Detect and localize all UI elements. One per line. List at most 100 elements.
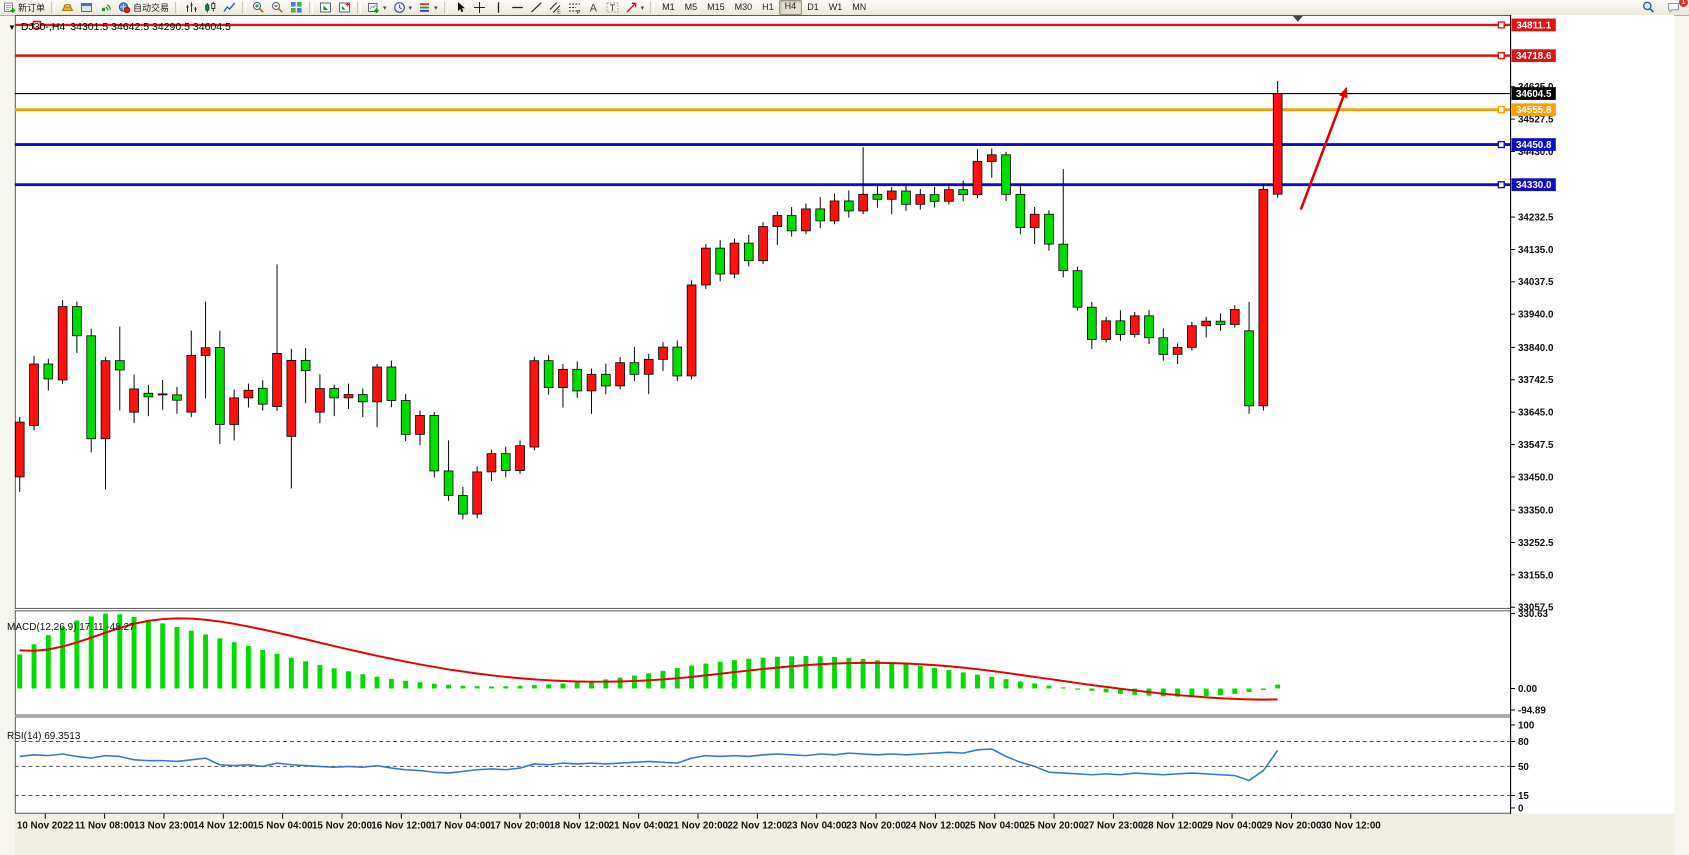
price-axis-badges: 34811.1 34718.6 34604.5 34555.8 34450.8 34330…	[1511, 18, 1556, 191]
time-label: 27 Nov 23:00	[1083, 820, 1144, 831]
market-watch-button[interactable]	[58, 1, 77, 14]
trendline-tool-button[interactable]	[527, 1, 546, 14]
dropdown-caret-icon[interactable]: ▾	[383, 4, 387, 12]
candle	[500, 453, 511, 471]
horizontal-line-34330[interactable]	[14, 181, 1511, 189]
crosshair-icon	[473, 1, 486, 14]
autotrade-icon	[118, 1, 131, 14]
candle	[343, 394, 354, 399]
toolbar-separator	[650, 1, 655, 14]
timeframe-button-d1[interactable]: D1	[807, 2, 819, 12]
equidistant-channel-tool-button[interactable]: E	[546, 1, 565, 14]
timeframe-button-m1[interactable]: M1	[662, 2, 675, 12]
zoom-out-button[interactable]	[268, 1, 287, 14]
notifications-button[interactable]: 1	[1664, 0, 1688, 14]
candle	[1144, 315, 1154, 339]
candlestick-series	[14, 80, 1283, 520]
chart-title[interactable]: ▼ DJ30-,H4 34301.5 34642.5 34290.5 34604…	[8, 21, 231, 33]
signals-button[interactable]	[96, 1, 115, 14]
dropdown-caret-icon[interactable]: ▾	[408, 4, 413, 12]
toolbar-separator	[443, 1, 448, 14]
line-handle	[1497, 21, 1505, 29]
add-indicator-button[interactable]	[335, 1, 354, 14]
timeframe-button-w1[interactable]: W1	[828, 2, 843, 12]
arrows-tool-button[interactable]: ▾	[622, 1, 648, 14]
candle	[1215, 320, 1226, 325]
indicator-add-icon	[338, 1, 351, 14]
template-button[interactable]: ▾	[415, 1, 441, 14]
candle	[1272, 93, 1283, 195]
search-button[interactable]	[1639, 1, 1658, 14]
data-window-button[interactable]	[77, 1, 96, 14]
toolbar-right-group: 1	[1639, 0, 1689, 14]
horizontal-line-tool-button[interactable]	[508, 1, 527, 14]
add-chart-button[interactable]: ▾	[364, 1, 390, 14]
horizontal-line-34555.8[interactable]	[14, 106, 1511, 114]
tile-windows-icon	[290, 1, 303, 14]
candle	[829, 200, 840, 222]
zoom-in-icon	[252, 1, 265, 14]
cursor-tool-button[interactable]	[451, 1, 470, 14]
candle	[1001, 154, 1011, 195]
time-label: 14 Nov 12:00	[193, 820, 254, 831]
candle	[986, 154, 997, 162]
timeframe-button-h4[interactable]: H4	[778, 0, 803, 15]
line-chart-button[interactable]	[220, 1, 239, 14]
timeframe-button-h1[interactable]: H1	[762, 2, 774, 12]
candle	[558, 368, 568, 388]
text-label-tool-button[interactable]: T	[603, 1, 622, 14]
candlestick-chart-button[interactable]	[201, 1, 220, 14]
price-tick-label: 34430.0	[1518, 147, 1554, 158]
bar-chart-button[interactable]	[182, 1, 201, 14]
price-badge	[1511, 18, 1556, 32]
fibonacci-tool-button[interactable]: F	[565, 1, 584, 14]
chart-canvas[interactable]: 34625.034527.534430.034232.534135.034037…	[0, 15, 1689, 855]
timeframe-button-mn[interactable]: MN	[852, 2, 867, 12]
candle	[715, 247, 725, 275]
candle	[1129, 315, 1140, 335]
tile-windows-button[interactable]	[287, 1, 306, 14]
zoom-in-button[interactable]	[249, 1, 268, 14]
candle	[72, 306, 82, 337]
toolbar-separator	[242, 1, 247, 14]
vertical-line-tool-button[interactable]	[489, 1, 508, 14]
svg-text:F: F	[576, 10, 580, 14]
price-tick-label: 33840.0	[1518, 343, 1554, 354]
text-icon: A	[587, 1, 600, 15]
period-button[interactable]: ▾	[390, 1, 416, 14]
trend-arrow-annotation[interactable]	[1299, 86, 1348, 210]
toolbar-separator	[175, 1, 180, 14]
horizontal-line-34450.8[interactable]	[14, 140, 1511, 149]
indicator-list-button[interactable]	[316, 1, 335, 14]
dropdown-caret-icon[interactable]: ▾	[434, 4, 438, 12]
timeframe-button-m5[interactable]: M5	[684, 2, 698, 12]
crosshair-tool-button[interactable]	[470, 1, 489, 14]
horizontal-line-34718.6[interactable]	[14, 52, 1511, 60]
candle	[1158, 337, 1169, 355]
main-toolbar: 新订单 自动交易 ▾ ▾ ▾ E F A T ▾ M1 M5 M15 M30 H1 H4 D1 W1 MN 1	[0, 0, 1689, 16]
candle	[357, 394, 368, 403]
cursor-icon	[454, 1, 467, 14]
candle	[886, 190, 897, 200]
time-label: 24 Nov 12:00	[905, 820, 966, 831]
autotrade-button[interactable]: 自动交易	[115, 1, 172, 14]
price-tick-label: 33547.5	[1518, 440, 1554, 451]
timeframe-button-m15[interactable]: M15	[707, 2, 725, 12]
chart-dropdown-icon[interactable]: ▼	[8, 22, 16, 32]
candle	[215, 347, 225, 425]
chart-shift-marker[interactable]	[1292, 15, 1303, 22]
add-chart-icon	[367, 1, 380, 14]
timeframe-button-m30[interactable]: M30	[734, 2, 753, 12]
price-badge	[1511, 49, 1556, 63]
new-order-button[interactable]: 新订单	[0, 1, 48, 14]
candle	[300, 359, 311, 372]
dropdown-caret-icon[interactable]: ▾	[640, 4, 645, 12]
candle	[615, 362, 625, 387]
vline-icon	[492, 1, 505, 14]
horizontal-line-34811.1[interactable]	[14, 20, 1511, 30]
candle	[972, 161, 983, 196]
text-tool-button[interactable]: A	[584, 1, 603, 15]
time-label: 23 Nov 04:00	[787, 820, 848, 831]
macd-axis-label: 0.00	[1518, 684, 1538, 695]
